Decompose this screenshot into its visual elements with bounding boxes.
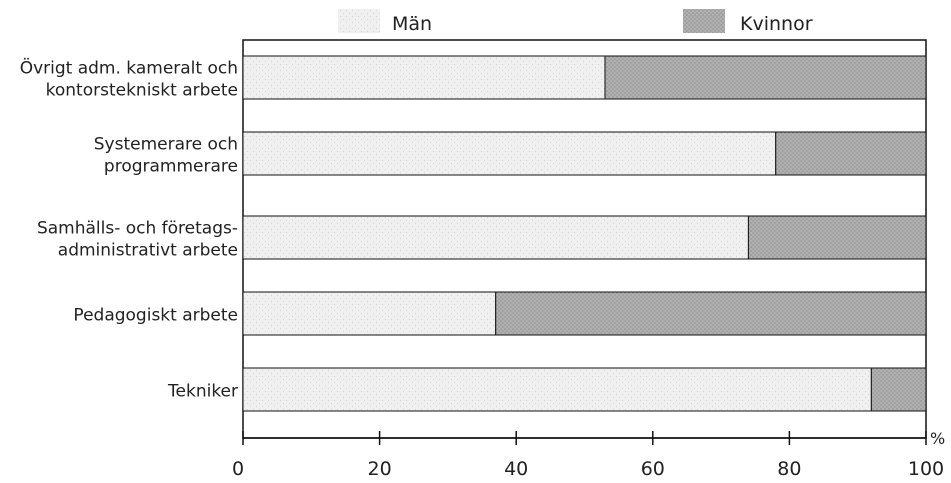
category-labels: Övrigt adm. kameralt och kontorstekniskt … [20,57,238,402]
x-tick-label: 100 [908,458,944,480]
category-label-line: programmerare [104,157,238,177]
x-tick-label: 80 [777,458,801,480]
bar-man-3 [243,292,496,335]
bar-man-1 [243,132,776,175]
legend: Män Kvinnor [338,9,813,35]
legend-swatch-man [338,9,380,33]
legend-swatch-kvinnor [683,9,725,33]
bar-kvinnor-1 [776,132,926,175]
bars-group [243,56,926,411]
category-label-line: kontorstekniskt arbete [46,81,238,101]
legend-label-man: Män [392,13,432,35]
x-tick-label: 40 [504,458,528,480]
x-tick-label: 20 [368,458,392,480]
category-label-3: Pedagogiskt arbete [73,306,238,326]
category-label-1: Systemerare och programmerare [94,135,238,177]
category-label-line: Tekniker [167,382,238,402]
category-label-line: Systemerare och [94,135,238,155]
x-axis-unit: % [930,429,945,448]
category-label-line: Pedagogiskt arbete [73,306,238,326]
category-label-2: Samhälls- och företags-administrativt ar… [37,219,238,261]
category-label-line: administrativt arbete [58,241,238,261]
category-label-0: Övrigt adm. kameralt och kontorstekniskt … [20,57,238,101]
bar-man-4 [243,368,871,411]
category-label-line: Samhälls- och företags- [37,219,238,239]
x-tick-label: 0 [232,458,244,480]
bar-man-2 [243,216,748,259]
bar-kvinnor-4 [871,368,926,411]
bar-man-0 [243,56,605,99]
legend-label-kvinnor: Kvinnor [740,13,813,35]
bar-kvinnor-3 [496,292,926,335]
x-tick-label: 60 [641,458,665,480]
category-label-4: Tekniker [167,382,238,402]
category-label-line: Övrigt adm. kameralt och [20,57,238,79]
bar-kvinnor-2 [748,216,926,259]
bar-kvinnor-0 [605,56,926,99]
